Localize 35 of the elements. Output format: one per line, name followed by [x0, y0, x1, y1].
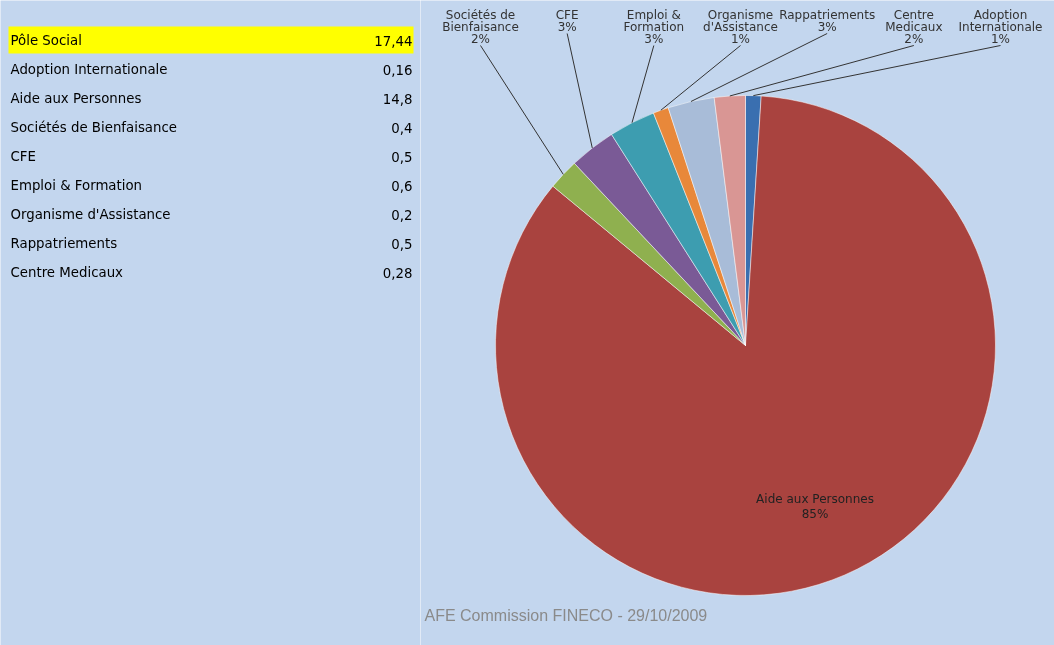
text: Adoption Internationale — [10, 62, 168, 77]
text: Aide aux Personnes — [10, 91, 142, 106]
text: Emploi & Formation — [10, 178, 143, 193]
data-label: 1% — [730, 31, 751, 46]
text: 0,5 — [391, 149, 413, 165]
text: Pôle Social — [10, 33, 82, 48]
data-label: 3% — [644, 31, 664, 46]
slice-label: Aide aux Personnes — [756, 492, 874, 507]
text: 0,4 — [391, 120, 413, 136]
data-label: 2% — [904, 31, 924, 46]
text: 0,28 — [382, 265, 413, 281]
slice-label: Organisme d'Assistance — [703, 7, 778, 34]
text: Organisme d'Assistance — [10, 207, 171, 222]
text: 0,16 — [382, 62, 413, 78]
text: 14,8 — [382, 91, 413, 107]
text: 0,6 — [391, 178, 413, 194]
data-label: 85% — [801, 507, 829, 522]
text: Centre Medicaux — [10, 265, 124, 280]
text: Sociétés de Bienfaisance — [10, 120, 177, 135]
data-label: 1% — [990, 31, 1011, 46]
data-label: 3% — [817, 19, 837, 34]
slice-label: Sociétés de Bienfaisance — [442, 7, 519, 34]
slice-label: Adoption Internationale — [958, 7, 1043, 34]
text: 0,5 — [391, 236, 413, 252]
text: 0,2 — [391, 207, 413, 223]
slice-label: Emploi & Formation — [623, 7, 685, 34]
text: AFE Commission FINECO - 29/10/2009 — [424, 607, 708, 624]
text: Rappatriements — [10, 236, 118, 251]
slice-label: Centre Medicaux — [885, 7, 943, 34]
text: CFE — [10, 149, 36, 164]
slice-label: CFE — [555, 7, 579, 22]
data-label: 3% — [557, 19, 577, 34]
data-label: 2% — [470, 31, 491, 46]
slice-label: Rappatriements — [779, 7, 876, 22]
text: 17,44 — [374, 33, 413, 49]
